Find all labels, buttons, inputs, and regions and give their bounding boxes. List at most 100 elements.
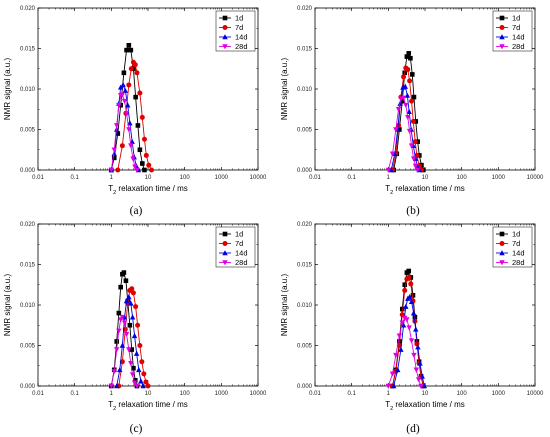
legend-marker-7d [222, 241, 228, 246]
y-tick-label: 0.020 [297, 6, 313, 12]
data-point-7d [119, 143, 125, 149]
x-tick-label: 1 [110, 391, 114, 397]
y-tick-label: 0.015 [20, 47, 36, 53]
data-point-1d [124, 47, 129, 53]
data-point-7d [137, 343, 143, 348]
legend-marker-1d [499, 15, 505, 21]
data-point-1d [131, 365, 136, 371]
legend-marker-7d [222, 25, 228, 30]
y-axis-label: NMR signal (a.u.) [280, 274, 289, 337]
data-point-28d [131, 380, 138, 386]
data-point-28d [411, 352, 417, 359]
data-point-28d [108, 167, 115, 173]
y-tick-label: 0.000 [297, 384, 313, 390]
data-point-7d [135, 322, 141, 328]
legend-label-28d: 28d [235, 258, 248, 267]
legend-label-28d: 28d [512, 258, 525, 267]
y-tick-label: 0.020 [20, 222, 36, 228]
y-tick-label: 0.015 [297, 47, 313, 53]
y-tick-label: 0.020 [20, 6, 36, 12]
data-point-14d [136, 366, 142, 373]
x-tick-label: 1000 [215, 391, 229, 397]
data-point-7d [405, 67, 411, 73]
data-point-1d [404, 54, 410, 59]
x-tick-label: 10 [145, 391, 152, 397]
data-point-7d [139, 114, 145, 120]
data-point-1d [115, 131, 121, 136]
data-point-1d [137, 147, 143, 153]
caption-a: (a) [130, 205, 143, 217]
data-point-28d [113, 347, 120, 353]
legend-label-1d: 1d [235, 230, 243, 239]
x-axis-label: T2 relaxation time / ms [385, 184, 465, 196]
data-point-28d [126, 127, 132, 133]
legend-label-14d: 14d [512, 249, 525, 258]
data-point-1d [121, 270, 127, 275]
data-point-1d [111, 155, 117, 161]
legend-label-14d: 14d [512, 33, 525, 42]
y-axis-label: NMR signal (a.u.) [280, 58, 289, 121]
data-point-1d [406, 268, 412, 274]
y-tick-label: 0.010 [297, 303, 313, 309]
data-point-7d [145, 383, 151, 389]
data-point-14d [120, 82, 126, 88]
x-tick-label: 0.1 [347, 175, 356, 181]
legend-marker-1d [499, 231, 505, 237]
data-point-14d [421, 383, 428, 389]
data-point-7d [137, 90, 143, 96]
data-point-28d [385, 167, 392, 173]
data-point-1d [128, 47, 134, 53]
data-point-7d [130, 290, 136, 296]
series-line-7d [392, 276, 424, 387]
data-point-7d [141, 371, 147, 377]
data-point-28d [389, 371, 396, 377]
data-point-7d [401, 74, 407, 80]
x-tick-label: 100 [180, 175, 191, 181]
data-point-28d [132, 164, 138, 170]
data-point-28d [396, 333, 403, 339]
x-tick-label: 1000 [492, 391, 506, 397]
data-point-7d [396, 122, 402, 128]
data-point-1d [402, 282, 408, 288]
data-point-1d [118, 284, 123, 290]
legend-marker-7d [499, 241, 505, 246]
series-line-1d [110, 44, 145, 171]
data-point-14d [133, 350, 140, 356]
data-point-28d [128, 143, 134, 149]
legend-marker-1d [222, 231, 228, 237]
data-point-28d [134, 167, 140, 173]
data-point-14d [128, 300, 134, 306]
data-point-28d [389, 151, 396, 157]
data-point-28d [121, 98, 128, 105]
y-axis-label: NMR signal (a.u.) [3, 58, 12, 121]
data-point-14d [138, 378, 144, 384]
x-axis-label: T2 relaxation time / ms [108, 400, 188, 412]
caption-c: (c) [130, 423, 143, 435]
legend-marker-28d [222, 44, 228, 50]
x-tick-label: 0.01 [309, 391, 321, 397]
legend-label-14d: 14d [235, 249, 248, 258]
legend-marker-28d [222, 260, 228, 266]
data-point-7d [146, 162, 152, 168]
data-point-28d [126, 347, 132, 353]
x-tick-label: 10000 [250, 391, 267, 397]
x-tick-label: 10 [422, 391, 429, 397]
data-point-28d [412, 163, 419, 169]
data-point-1d [116, 310, 122, 316]
legend-label-1d: 1d [512, 230, 520, 239]
y-tick-label: 0.015 [297, 263, 313, 269]
data-point-28d [393, 352, 399, 359]
data-point-14d [403, 303, 409, 309]
data-point-7d [128, 66, 134, 72]
data-point-14d [417, 360, 423, 366]
x-tick-label: 10 [145, 175, 152, 181]
data-point-1d [399, 98, 405, 104]
x-tick-label: 0.1 [70, 391, 79, 397]
data-point-7d [410, 118, 416, 124]
x-tick-label: 100 [457, 391, 468, 397]
data-point-28d [406, 128, 413, 135]
x-axis-label: T2 relaxation time / ms [108, 184, 188, 196]
data-point-7d [149, 167, 155, 173]
data-point-14d [122, 87, 128, 93]
data-point-14d [129, 314, 136, 320]
